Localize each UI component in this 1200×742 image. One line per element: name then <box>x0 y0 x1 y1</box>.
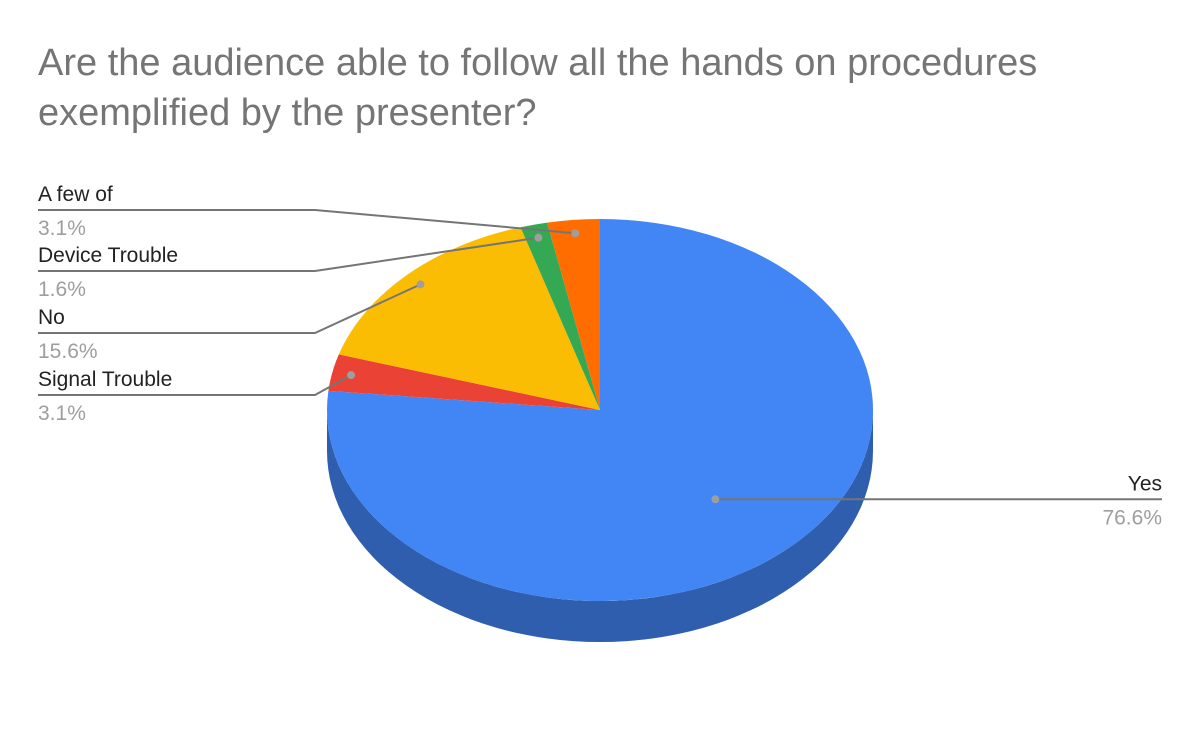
label-yes: Yes <box>1128 472 1162 495</box>
leader-dot-a-few-of <box>571 229 580 238</box>
leader-line-device-trouble <box>38 236 539 272</box>
labels-group: Yes 76.6% Signal Trouble 3.1% No 15.6% Device … <box>38 183 1162 529</box>
pie-side-yes <box>327 410 873 642</box>
label-pct-a-few-of: 3.1% <box>38 217 86 240</box>
leader-line-no <box>38 283 421 334</box>
pie-slice-signal-trouble <box>328 354 600 410</box>
label-device-trouble: Device Trouble <box>38 244 178 267</box>
leader-lines-group <box>38 209 1162 504</box>
leader-dot-signal-trouble <box>347 371 356 380</box>
pie-slice-a-few-of <box>547 219 600 410</box>
chart-title: Are the audience able to follow all the … <box>38 42 1038 134</box>
label-pct-no: 15.6% <box>38 340 98 363</box>
label-a-few-of: A few of <box>38 183 113 206</box>
leader-dot-no <box>416 280 425 289</box>
label-pct-signal-trouble: 3.1% <box>38 402 86 425</box>
label-no: No <box>38 306 65 329</box>
pie-slice-device-trouble <box>520 222 600 410</box>
pie-slice-yes <box>327 219 873 602</box>
leader-line-a-few-of <box>38 209 576 235</box>
pie-slice-no <box>338 227 600 410</box>
leader-dot-device-trouble <box>534 233 543 242</box>
pie-side-group <box>327 410 873 642</box>
leader-line-signal-trouble <box>38 374 352 396</box>
leader-dot-yes <box>711 495 720 504</box>
pie-top-group <box>327 219 873 602</box>
label-pct-yes: 76.6% <box>1102 506 1162 529</box>
label-signal-trouble: Signal Trouble <box>38 368 172 391</box>
label-pct-device-trouble: 1.6% <box>38 278 86 301</box>
